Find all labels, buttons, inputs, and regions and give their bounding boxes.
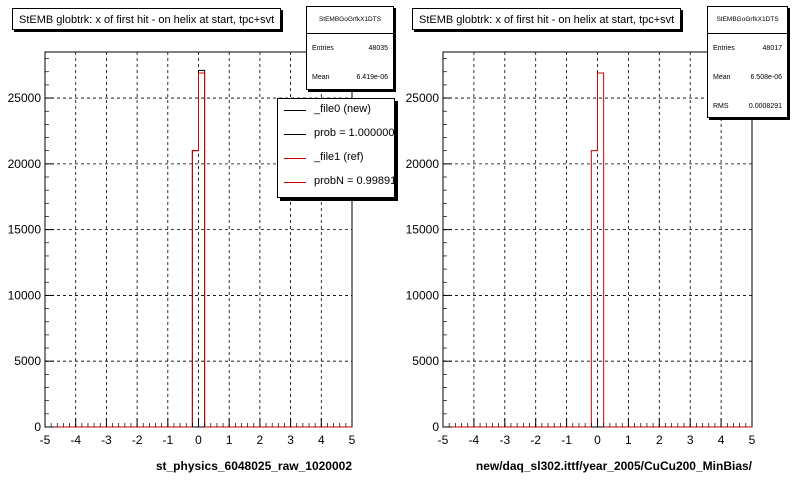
legend-swatch <box>284 158 306 159</box>
right-histogram-series-a <box>443 72 752 428</box>
right-y-tick-label: 10000 <box>406 288 440 302</box>
left-stats-entries-value: 48035 <box>368 45 388 52</box>
right-x-axis-label: new/daq_sl302.ittf/year_2005/CuCu200_Min… <box>476 459 753 473</box>
legend-label: prob = 1.000000 <box>314 127 395 139</box>
right-y-tick-label: 20000 <box>406 157 440 171</box>
legend-swatch <box>284 182 306 183</box>
right-stats-rms-value: 0.0008291 <box>748 103 782 110</box>
right-x-tick-label: 1 <box>625 433 632 447</box>
left-y-tick-label: 0 <box>34 420 41 434</box>
legend-entry-prob: prob = 1.000000 <box>278 123 395 147</box>
right-stats-rms-label: RMS <box>713 103 729 110</box>
right-x-tick-label: -1 <box>561 433 572 447</box>
left-x-axis-label: st_physics_6048025_raw_1020002 <box>156 459 352 473</box>
left-stats-box: StEMBGoGrfkX1DTS Entries 48035 Mean 6.41… <box>306 6 394 90</box>
right-x-tick-label: -4 <box>469 433 480 447</box>
left-stats-mean-label: Mean <box>312 74 330 81</box>
legend-entry-file0: _file0 (new) <box>278 99 394 123</box>
right-stats-entries-label: Entries <box>713 45 735 52</box>
left-y-tick-label: 20000 <box>8 157 42 171</box>
left-y-tick-label: 10000 <box>8 288 42 302</box>
left-x-tick-label: -1 <box>162 433 173 447</box>
right-plot-title: StEMB globtrk: x of first hit - on helix… <box>412 8 682 30</box>
legend-label: _file1 (ref) <box>314 151 364 163</box>
left-x-tick-label: -3 <box>101 433 112 447</box>
left-legend: _file0 (new) prob = 1.000000 _file1 (ref… <box>277 98 395 198</box>
right-stats-mean-label: Mean <box>713 74 731 81</box>
right-y-tick-label: 0 <box>432 420 439 434</box>
legend-entry-file1: _file1 (ref) <box>278 147 394 171</box>
left-stats-name: StEMBGoGrfkX1DTS <box>307 7 393 34</box>
right-x-tick-label: 5 <box>749 433 756 447</box>
right-y-tick-label: 25000 <box>406 91 440 105</box>
right-stats-entries-value: 48017 <box>762 45 782 52</box>
left-y-tick-label: 25000 <box>8 91 42 105</box>
legend-swatch <box>284 110 306 111</box>
left-x-tick-label: 0 <box>195 433 202 447</box>
left-stats-entries-row: Entries 48035 <box>307 34 393 63</box>
right-stats-rms-row: RMS 0.0008291 <box>708 92 787 121</box>
right-x-tick-label: 3 <box>687 433 694 447</box>
right-x-tick-label: -5 <box>438 433 449 447</box>
right-stats-box: StEMBGoGrfkX1DTS Entries 48017 Mean 6.50… <box>707 6 788 118</box>
right-stats-name: StEMBGoGrfkX1DTS <box>708 7 787 34</box>
left-x-tick-label: -5 <box>40 433 51 447</box>
left-x-tick-label: 5 <box>349 433 356 447</box>
left-y-tick-label: 15000 <box>8 223 42 237</box>
legend-label: _file0 (new) <box>314 103 371 115</box>
left-stats-mean-row: Mean 6.419e-06 <box>307 63 393 89</box>
right-stats-mean-value: 6.508e-06 <box>750 74 782 81</box>
left-x-tick-label: -4 <box>70 433 81 447</box>
right-y-tick-label: 5000 <box>412 354 439 368</box>
legend-label: probN = 0.998916 <box>314 175 395 187</box>
legend-entry-probn: probN = 0.998916 <box>278 171 395 195</box>
right-stats-mean-row: Mean 6.508e-06 <box>708 63 787 92</box>
right-x-tick-label: -3 <box>499 433 510 447</box>
right-x-tick-label: 0 <box>594 433 601 447</box>
right-x-tick-label: -2 <box>530 433 541 447</box>
left-x-tick-label: -2 <box>132 433 143 447</box>
right-x-tick-label: 4 <box>718 433 725 447</box>
left-y-tick-label: 5000 <box>14 354 41 368</box>
right-y-tick-label: 15000 <box>406 223 440 237</box>
left-x-tick-label: 1 <box>226 433 233 447</box>
left-x-tick-label: 3 <box>287 433 294 447</box>
left-plot-title: StEMB globtrk: x of first hit - on helix… <box>12 8 282 30</box>
legend-swatch <box>284 134 306 135</box>
left-x-tick-label: 2 <box>257 433 264 447</box>
left-histogram-series-b <box>45 72 352 428</box>
right-stats-entries-row: Entries 48017 <box>708 34 787 63</box>
left-stats-entries-label: Entries <box>312 45 334 52</box>
right-x-tick-label: 2 <box>656 433 663 447</box>
left-stats-mean-value: 6.419e-06 <box>356 74 388 81</box>
left-x-tick-label: 4 <box>318 433 325 447</box>
